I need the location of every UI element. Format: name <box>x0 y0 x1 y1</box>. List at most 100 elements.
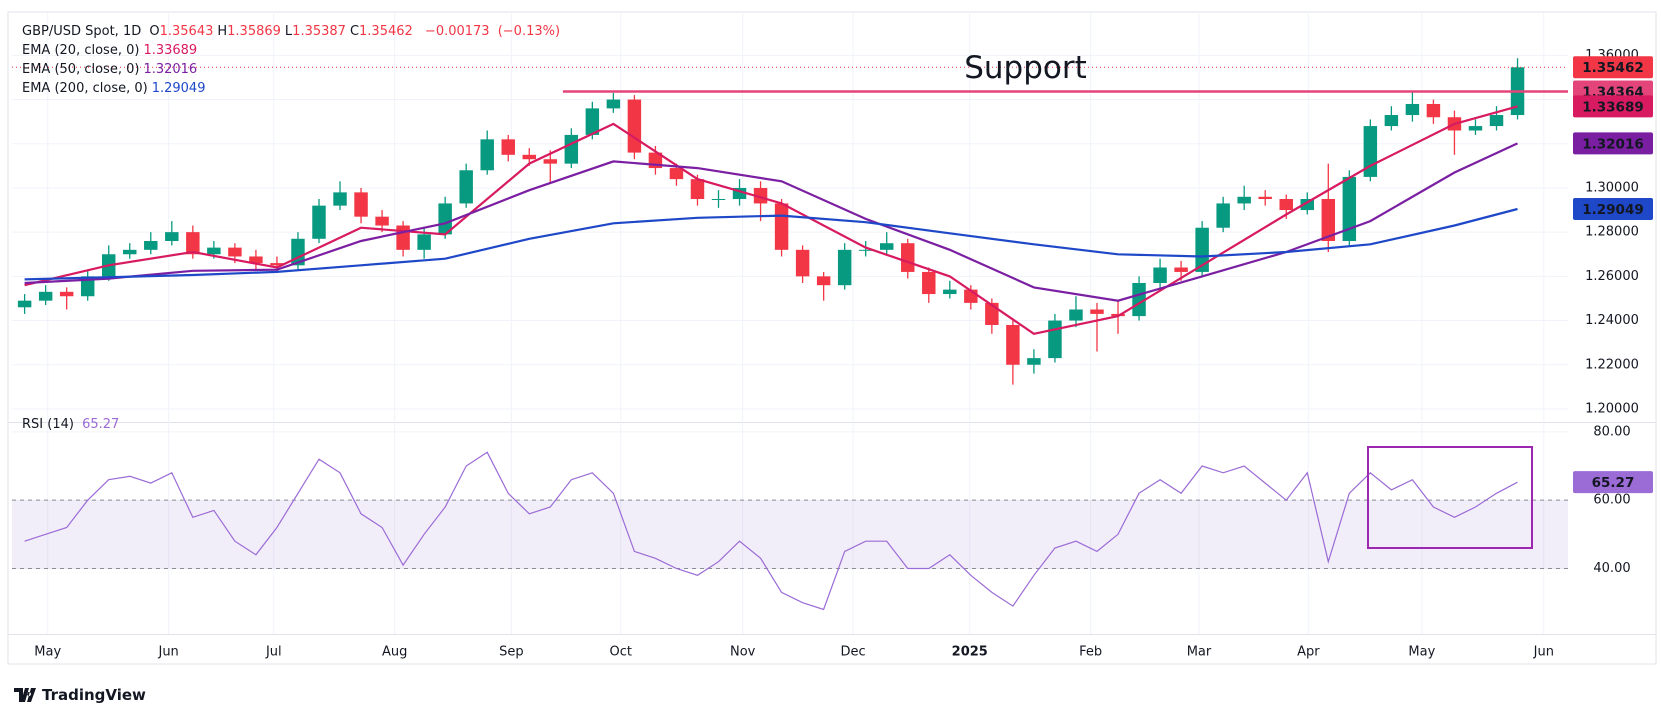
y-tick-label: 1.22000 <box>1585 357 1639 372</box>
candle-body <box>375 216 389 226</box>
candle-body <box>1489 115 1504 127</box>
candle-body <box>396 225 410 250</box>
candle-body <box>1426 103 1441 118</box>
candle-body <box>1300 199 1314 211</box>
candle-body <box>80 276 95 297</box>
candle-body <box>228 247 242 257</box>
x-tick-label: Jun <box>157 645 178 660</box>
candle-body <box>1090 309 1104 314</box>
candle-body <box>333 192 347 206</box>
quote-value: 1.35869 <box>227 24 281 39</box>
candle-body <box>1321 199 1336 241</box>
x-tick-label: Aug <box>382 645 407 660</box>
ema-line <box>24 105 1518 335</box>
brand: TradingView <box>14 686 146 704</box>
ema-legend-row: EMA (200, close, 0) 1.29049 <box>22 80 209 98</box>
price-badge <box>1573 197 1653 220</box>
candle-body <box>186 232 200 255</box>
change: −0.00173 <box>424 24 490 39</box>
price-badge <box>1573 56 1653 79</box>
ema-value: 1.29049 <box>151 81 206 96</box>
candle-body <box>354 192 368 217</box>
candle-body <box>690 179 705 200</box>
candle-body <box>837 249 852 286</box>
candle-body <box>816 276 831 286</box>
x-tick-label: Oct <box>609 645 631 660</box>
rsi-name: RSI (14) <box>22 417 74 432</box>
candle-body <box>480 139 494 171</box>
chart-frame <box>7 11 1657 665</box>
quote-value: 1.35462 <box>359 24 413 39</box>
candle-body <box>417 234 431 250</box>
candle-body <box>165 232 179 241</box>
symbol-title: GBP/USD Spot, 1D <box>22 24 142 39</box>
rsi-tick-label: 60.00 <box>1593 493 1630 508</box>
candle-body <box>1132 282 1146 317</box>
candle-body <box>1237 196 1251 204</box>
x-tick-label: Sep <box>499 645 524 660</box>
brand-logo <box>14 688 36 702</box>
candle-body <box>879 243 894 250</box>
x-tick-label: Apr <box>1297 645 1320 660</box>
candle-body <box>669 168 684 180</box>
price-badge-label: 1.32016 <box>1582 136 1644 152</box>
quote-key: O <box>149 24 160 39</box>
candle-body <box>144 240 158 250</box>
y-tick-label: 1.24000 <box>1585 313 1639 328</box>
x-tick-label: Jul <box>265 645 282 660</box>
x-tick-label: Feb <box>1079 645 1102 660</box>
candle-body <box>123 249 137 255</box>
y-tick-label: 1.26000 <box>1585 269 1639 284</box>
candle-body <box>1258 196 1272 200</box>
candle-body <box>753 187 768 204</box>
candle-body <box>1279 199 1293 211</box>
candle-body <box>1216 203 1230 228</box>
candle-body <box>795 249 810 277</box>
candle-body <box>922 271 936 295</box>
candle-body <box>459 170 473 204</box>
quote-key: H <box>217 24 228 39</box>
x-tick-label: 2025 <box>952 645 988 660</box>
quote-key: C <box>349 24 360 39</box>
rsi-tick-label: 40.00 <box>1593 561 1630 576</box>
y-tick-label: 1.28000 <box>1585 225 1639 240</box>
candle-body <box>732 187 747 200</box>
rsi-legend: RSI (14) 65.27 <box>22 416 123 434</box>
candle-body <box>564 134 579 164</box>
candle-body <box>1174 267 1188 272</box>
candle-body <box>1405 103 1420 116</box>
candle-body <box>1153 267 1167 283</box>
price-badge <box>1573 471 1653 494</box>
ema-name: EMA (20, close, 0) <box>22 43 140 58</box>
rsi-band <box>12 500 1568 569</box>
candle-body <box>1069 309 1083 321</box>
rsi-tick-label: 80.00 <box>1593 424 1630 439</box>
x-tick-label: Dec <box>841 645 866 660</box>
x-tick-label: May <box>1408 645 1435 660</box>
candle-body <box>1006 324 1020 365</box>
change-percent: (−0.13%) <box>497 24 561 39</box>
price-badge-label: 1.29049 <box>1582 202 1644 218</box>
quote: O1.35643 H1.35869 L1.35387 C1.35462 <box>149 24 416 39</box>
quote-value: 1.35387 <box>292 24 346 39</box>
candle-body <box>606 99 621 109</box>
support-label: Support <box>964 50 1087 86</box>
candle-body <box>312 205 326 239</box>
ema-legend-row: EMA (50, close, 0) 1.32016 <box>22 61 201 79</box>
price-badge-label: 1.33689 <box>1582 99 1644 115</box>
candle-body <box>59 291 74 297</box>
y-tick-label: 1.20000 <box>1585 401 1639 416</box>
candle-body <box>38 291 53 301</box>
quote-key: L <box>284 24 293 39</box>
candle-body <box>249 256 263 264</box>
price-badge <box>1573 132 1653 155</box>
rsi-line <box>24 451 1518 611</box>
brand-name: TradingView <box>42 686 146 704</box>
y-tick-label: 1.30000 <box>1585 180 1639 195</box>
candle-body <box>207 247 221 255</box>
candle-body <box>1048 320 1062 359</box>
ema-value: 1.33689 <box>143 43 198 58</box>
candle-body <box>1384 115 1399 127</box>
